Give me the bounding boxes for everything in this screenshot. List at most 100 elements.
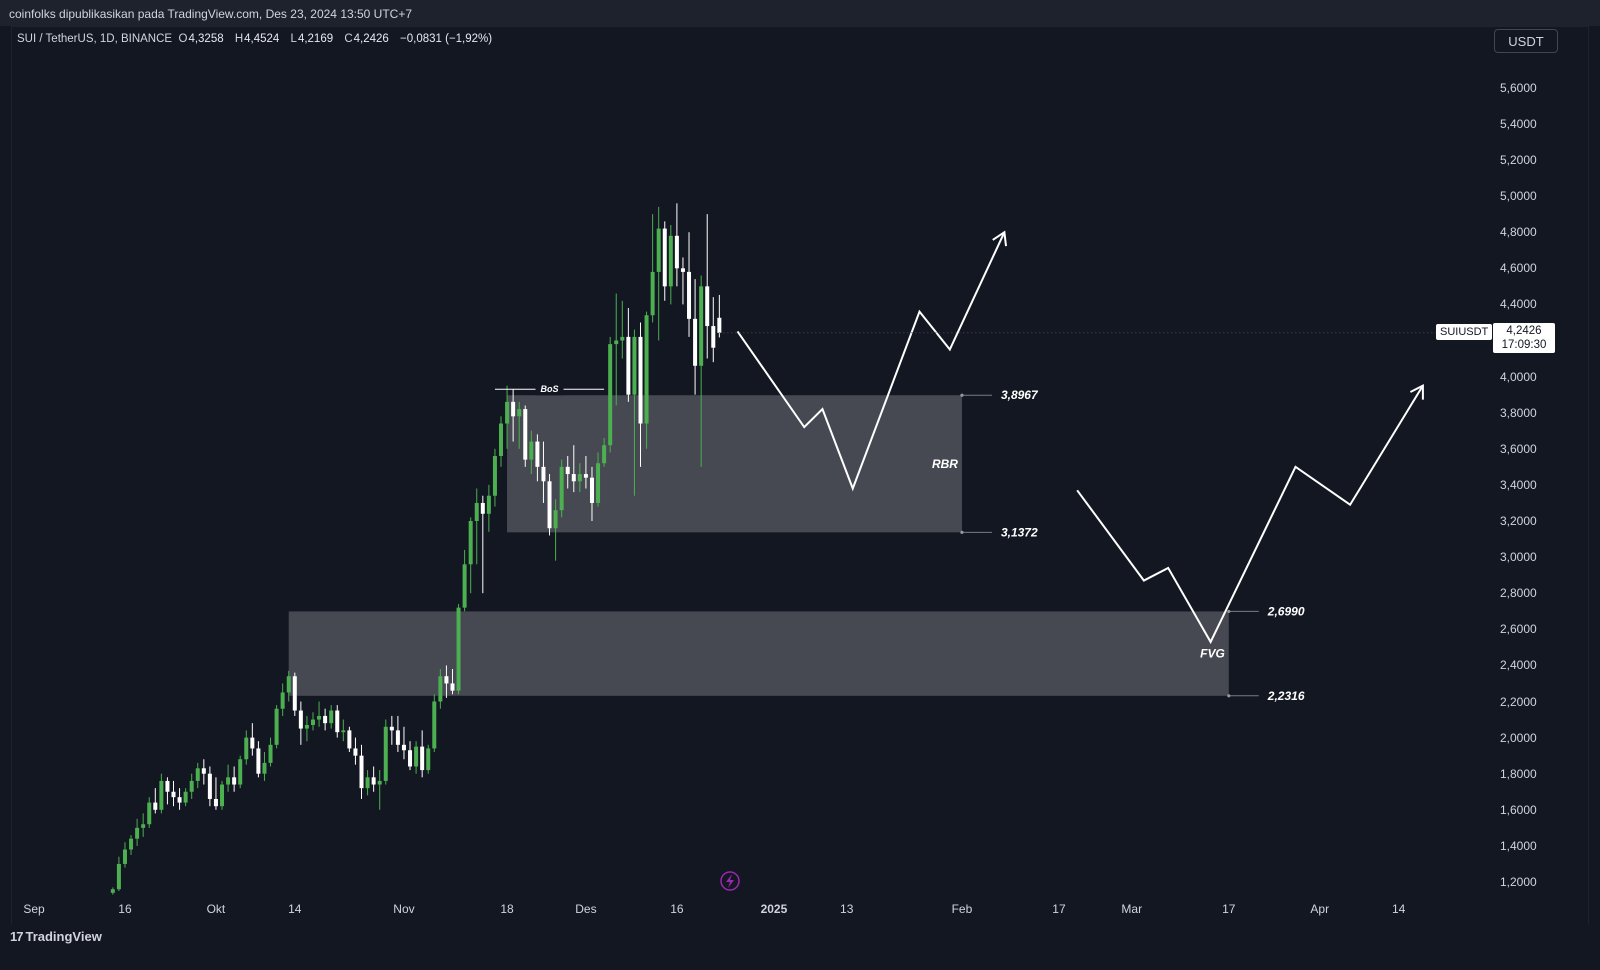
time-tick: Okt (206, 902, 226, 916)
candle (213, 777, 218, 810)
candle-body (226, 777, 231, 785)
open-key: O (178, 33, 188, 45)
bar-countdown: 17:09:30 (1501, 339, 1547, 351)
candle (365, 770, 370, 796)
zone-level-label: 2,2316 (1267, 689, 1305, 703)
candle-body (462, 564, 467, 608)
candle-body (492, 456, 497, 496)
last-price-symbol-tag: SUIUSDT (1436, 324, 1493, 340)
candle-body (480, 502, 485, 514)
candle (693, 279, 698, 395)
change-value: −0,0831 (−1,92%) (400, 33, 493, 45)
candle-body (286, 676, 291, 693)
time-tick: Feb (951, 902, 973, 916)
candle (244, 730, 249, 765)
candle-body (456, 607, 461, 691)
candle (274, 705, 279, 749)
zone-rbr (507, 395, 962, 533)
arrowhead-path-2 (1409, 383, 1424, 400)
lightning-icon-bolt (726, 874, 734, 888)
zone-level-label: 2,6990 (1267, 604, 1305, 618)
candle (147, 797, 152, 828)
candle (438, 669, 443, 709)
candle-body (680, 268, 685, 272)
projection-path-1 (736, 231, 1006, 492)
candle (292, 672, 297, 716)
zone-label-fvg: FVG (1200, 647, 1225, 661)
time-tick: 2025 (760, 902, 788, 916)
time-tick: 16 (118, 902, 132, 916)
candle-body (553, 510, 558, 529)
candle-body (644, 315, 649, 424)
candle (614, 293, 619, 406)
publish-banner: coinfolks dipublikasikan pada TradingVie… (0, 0, 1600, 26)
candle (687, 232, 692, 337)
candle-body (256, 748, 261, 774)
lightning-icon (720, 871, 740, 891)
candle (116, 856, 121, 892)
time-tick: Mar (1121, 902, 1143, 916)
candle (571, 445, 576, 493)
candle-body (341, 730, 346, 733)
candle (426, 744, 431, 774)
candle-body (377, 780, 382, 785)
candle-body (323, 715, 328, 724)
price-tick: 5,0000 (1500, 189, 1537, 204)
candle (250, 723, 255, 756)
candle (414, 741, 419, 774)
time-tick: Sep (23, 902, 45, 916)
candle-body (693, 318, 698, 366)
candle (401, 726, 406, 760)
candle (207, 766, 212, 807)
candle-body (195, 768, 200, 781)
candle-body (608, 344, 613, 446)
candle-body (165, 780, 170, 792)
candle-body (408, 750, 413, 767)
high-value: 4,4524 (244, 33, 280, 45)
candle-body (620, 336, 625, 341)
candle (529, 430, 534, 475)
price-tick: 2,2000 (1500, 694, 1537, 709)
candle (644, 311, 649, 449)
candle (589, 466, 594, 521)
currency-button[interactable]: USDT (1494, 29, 1558, 53)
candle (486, 484, 491, 532)
candle (383, 719, 388, 785)
candle-body (674, 235, 679, 269)
candle-body (153, 802, 158, 810)
candle-body (238, 759, 243, 785)
candle-body (110, 889, 115, 893)
candle-body (565, 466, 570, 475)
candle-body (614, 340, 619, 345)
symbol-title[interactable]: SUI / TetherUS, 1D, BINANCE (17, 33, 173, 45)
publish-info: coinfolks dipublikasikan pada TradingVie… (9, 7, 413, 21)
price-tick: 1,2000 (1500, 875, 1537, 889)
bos-label: BoS (541, 384, 559, 394)
candle-body (183, 791, 188, 803)
candle (474, 488, 479, 565)
candle (395, 715, 400, 753)
zone-level-label: 3,1372 (1001, 525, 1038, 539)
time-tick: 14 (288, 902, 302, 916)
candle (226, 764, 231, 792)
open-value: 4,3258 (188, 33, 224, 45)
tradingview-logo[interactable]: 17 TradingView (10, 929, 102, 944)
candle-body (159, 780, 164, 810)
candle (620, 300, 625, 359)
candle-body (329, 710, 334, 724)
candle (650, 214, 655, 323)
candle-body (244, 737, 249, 760)
candle (389, 715, 394, 745)
candle-body (517, 409, 522, 417)
candle (232, 766, 237, 792)
candle-body (371, 777, 376, 785)
candle-body (141, 824, 146, 828)
candle-body (353, 748, 358, 756)
time-tick: 13 (840, 902, 854, 916)
low-key: L (290, 33, 297, 45)
candle-body (395, 730, 400, 745)
candle (559, 459, 564, 518)
price-tick: 5,6000 (1500, 80, 1537, 95)
candle (626, 308, 631, 402)
